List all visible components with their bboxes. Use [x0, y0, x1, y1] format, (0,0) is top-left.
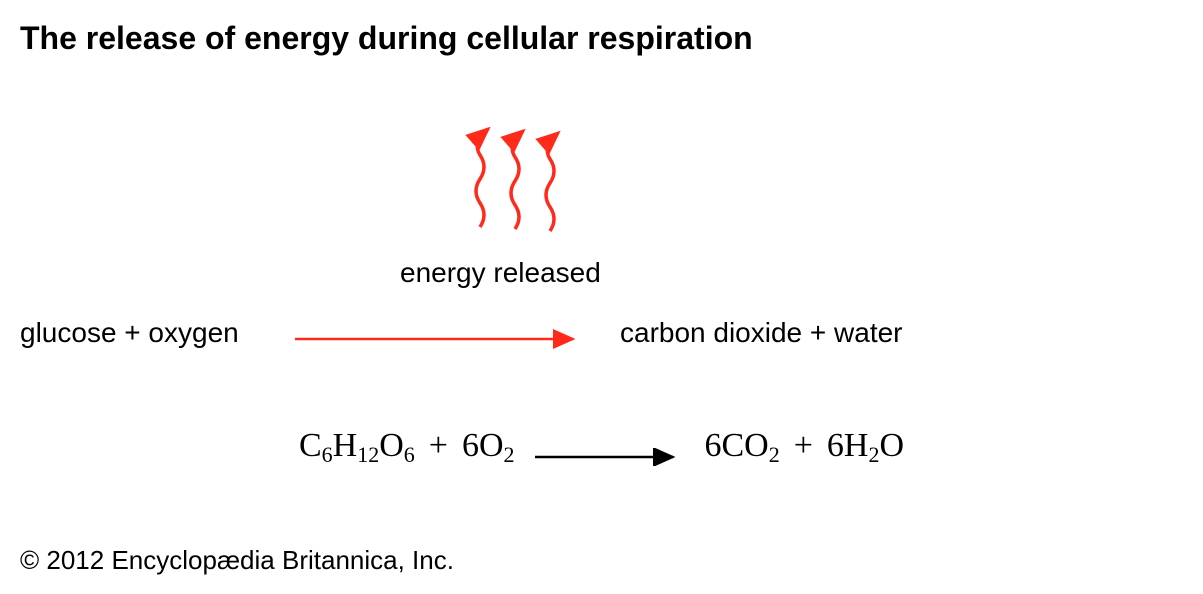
copyright-text: © 2012 Encyclopædia Britannica, Inc.: [20, 545, 454, 576]
eq-text: C: [299, 427, 322, 465]
eq-subscript: 2: [769, 442, 780, 468]
glucose-formula: C 6 H 12 O 6: [299, 427, 415, 465]
page-title: The release of energy during cellular re…: [20, 20, 1183, 57]
eq-subscript: 12: [357, 442, 379, 468]
energy-released-label: energy released: [400, 257, 601, 289]
eq-text: 6H: [827, 427, 869, 465]
eq-subscript: 6: [404, 442, 415, 468]
reactants-label: glucose + oxygen: [20, 317, 239, 349]
chemical-equation: C 6 H 12 O 6 + 6O 2 6CO 2 + 6H 2 O: [20, 427, 1183, 465]
reaction-arrow: [295, 329, 585, 349]
eq-text: 6O: [462, 427, 504, 465]
energy-release-arrows: [460, 117, 600, 237]
products-label: carbon dioxide + water: [620, 317, 903, 349]
plus-sign: +: [794, 427, 813, 465]
eq-text: O: [379, 427, 404, 465]
eq-text: H: [333, 427, 358, 465]
eq-subscript: 2: [868, 442, 879, 468]
co2-formula: 6CO 2: [705, 427, 780, 465]
oxygen-formula: 6O 2: [462, 427, 515, 465]
h2o-formula: 6H 2 O: [827, 427, 904, 465]
eq-subscript: 6: [322, 442, 333, 468]
eq-subscript: 2: [504, 442, 515, 468]
plus-sign: +: [429, 427, 448, 465]
reaction-diagram: energy released glucose + oxygen carbon …: [20, 117, 1183, 397]
equation-arrow: [535, 437, 685, 455]
eq-text: O: [879, 427, 904, 465]
eq-text: 6CO: [705, 427, 769, 465]
